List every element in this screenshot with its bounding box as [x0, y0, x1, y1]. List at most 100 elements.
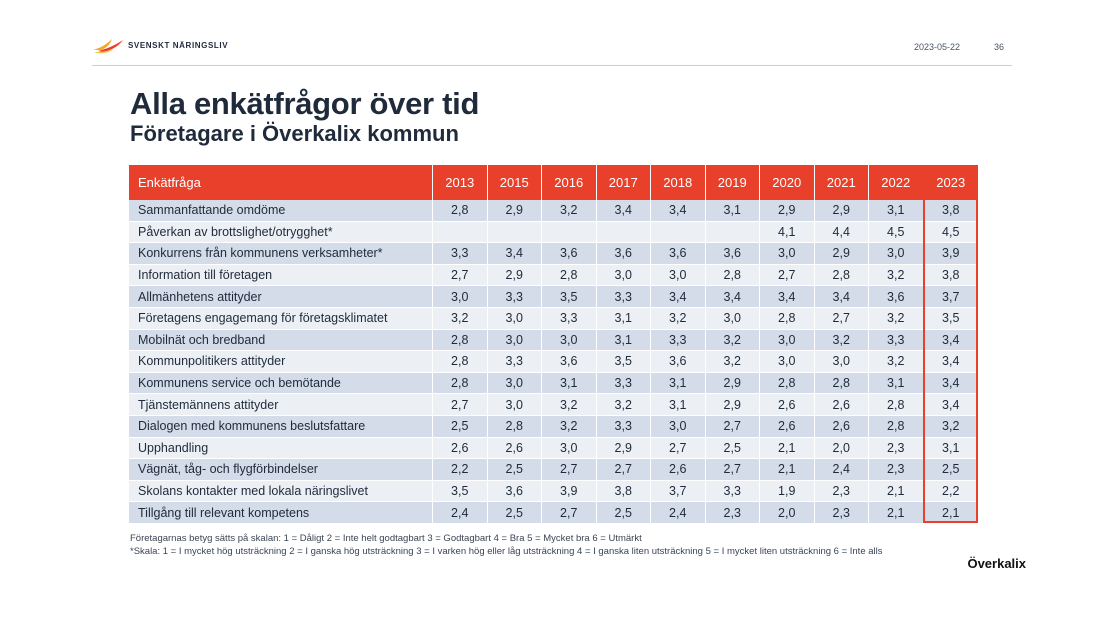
table-header-row: Enkätfråga 2013 2015 2016 2017 2018 2019… — [129, 165, 978, 200]
value-cell: 3,1 — [705, 200, 760, 222]
value-cell: 3,2 — [596, 394, 651, 416]
table-row: Skolans kontakter med lokala näringslive… — [129, 480, 978, 503]
value-cell: 2,4 — [433, 502, 488, 524]
value-cell: 2,5 — [487, 502, 542, 524]
table-row: Allmänhetens attityder 3,0 3,3 3,5 3,3 3,4 3,4… — [129, 286, 978, 308]
value-cell: 3,4 — [923, 372, 978, 395]
value-cell: 3,2 — [651, 307, 706, 330]
value-cell: 2,9 — [814, 200, 869, 222]
value-cell: 3,3 — [596, 286, 651, 308]
value-cell: 2,8 — [433, 200, 488, 222]
value-cell: 3,2 — [869, 351, 924, 373]
value-cell: 2,6 — [487, 437, 542, 460]
value-cell: 3,0 — [487, 307, 542, 330]
value-cell: 2,8 — [814, 372, 869, 395]
value-cell: 2,2 — [923, 480, 978, 503]
value-cell: 3,0 — [433, 286, 488, 308]
value-cell: 3,3 — [542, 307, 597, 330]
value-cell: 2,6 — [760, 415, 815, 438]
value-cell: 3,8 — [923, 200, 978, 222]
value-cell: 2,6 — [760, 394, 815, 416]
value-cell — [705, 221, 760, 244]
value-cell: 2,1 — [760, 459, 815, 481]
value-cell: 3,0 — [760, 351, 815, 373]
question-cell: Påverkan av brottslighet/otrygghet* — [129, 221, 433, 244]
value-cell: 3,7 — [923, 286, 978, 308]
table-row: Dialogen med kommunens beslutsfattare 2,5… — [129, 415, 978, 438]
value-cell: 3,2 — [542, 200, 597, 222]
value-cell: 2,8 — [542, 264, 597, 287]
value-cell: 3,0 — [487, 394, 542, 416]
value-cell: 2,5 — [433, 415, 488, 438]
value-cell: 3,4 — [923, 329, 978, 352]
value-cell: 3,9 — [542, 480, 597, 503]
value-cell: 2,4 — [814, 459, 869, 481]
question-column-header: Enkätfråga — [129, 165, 433, 200]
value-cell: 3,5 — [596, 351, 651, 373]
bird-logo-icon — [93, 39, 123, 54]
table-row: Påverkan av brottslighet/otrygghet* 4,1 4,… — [129, 221, 978, 244]
value-cell: 3,0 — [487, 372, 542, 395]
value-cell: 2,7 — [542, 459, 597, 481]
value-cell: 3,6 — [705, 243, 760, 265]
year-column-header: 2023 — [923, 165, 978, 200]
value-cell: 2,8 — [433, 351, 488, 373]
value-cell: 3,0 — [651, 415, 706, 438]
table-row: Information till företagen 2,7 2,9 2,8 3,0 3,… — [129, 264, 978, 287]
value-cell: 3,1 — [596, 307, 651, 330]
value-cell: 3,9 — [923, 243, 978, 265]
table-row: Kommunpolitikers attityder 2,8 3,3 3,6 3,5 3,… — [129, 351, 978, 373]
table-row: Vägnät, tåg- och flygförbindelser 2,2 2,5 2… — [129, 459, 978, 481]
table-row: Tillgång till relevant kompetens 2,4 2,5 2,… — [129, 502, 978, 524]
value-cell: 2,9 — [487, 264, 542, 287]
value-cell: 3,3 — [433, 243, 488, 265]
scale-note-2: *Skala: 1 = I mycket hög utsträckning 2 … — [130, 545, 883, 557]
year-column-header: 2019 — [705, 165, 760, 200]
value-cell: 3,2 — [923, 415, 978, 438]
value-cell: 3,0 — [869, 243, 924, 265]
page-number: 36 — [993, 42, 1004, 52]
value-cell: 3,1 — [651, 372, 706, 395]
value-cell: 2,5 — [705, 437, 760, 460]
value-cell: 4,1 — [760, 221, 815, 244]
value-cell: 3,1 — [923, 437, 978, 460]
table-row: Konkurrens från kommunens verksamheter* 3… — [129, 243, 978, 265]
value-cell: 3,0 — [487, 329, 542, 352]
year-column-header: 2016 — [542, 165, 597, 200]
value-cell: 3,1 — [869, 200, 924, 222]
question-cell: Tillgång till relevant kompetens — [129, 502, 433, 524]
value-cell: 2,8 — [433, 372, 488, 395]
value-cell: 3,2 — [814, 329, 869, 352]
scale-note-1: Företagarnas betyg sätts på skalan: 1 = … — [130, 533, 642, 544]
question-cell: Företagens engagemang för företagsklimat… — [129, 307, 433, 330]
value-cell: 3,3 — [487, 351, 542, 373]
value-cell: 3,6 — [542, 243, 597, 265]
table-row: Sammanfattande omdöme 2,8 2,9 3,2 3,4 3,4 3,1 2… — [129, 200, 978, 222]
value-cell: 3,2 — [433, 307, 488, 330]
value-cell: 3,2 — [542, 415, 597, 438]
value-cell: 3,0 — [814, 351, 869, 373]
value-cell — [487, 221, 542, 244]
value-cell: 2,6 — [814, 394, 869, 416]
survey-table: Enkätfråga 2013 2015 2016 2017 2018 2019… — [129, 165, 978, 524]
value-cell: 2,7 — [651, 437, 706, 460]
value-cell: 3,1 — [869, 372, 924, 395]
value-cell: 3,4 — [923, 394, 978, 416]
logo-text: SVENSKT NÄRINGSLIV — [128, 40, 229, 50]
question-cell: Konkurrens från kommunens verksamheter* — [129, 243, 433, 265]
value-cell: 2,7 — [433, 264, 488, 287]
survey-table-container: Enkätfråga 2013 2015 2016 2017 2018 2019… — [129, 165, 978, 524]
value-cell: 3,4 — [596, 200, 651, 222]
value-cell: 2,9 — [705, 372, 760, 395]
table-row: Mobilnät och bredband 2,8 3,0 3,0 3,1 3,3 3,2 3… — [129, 329, 978, 352]
value-cell: 4,5 — [869, 221, 924, 244]
value-cell: 3,2 — [705, 329, 760, 352]
value-cell: 1,9 — [760, 480, 815, 503]
value-cell: 2,7 — [596, 459, 651, 481]
value-cell: 3,0 — [651, 264, 706, 287]
value-cell: 2,1 — [869, 480, 924, 503]
question-cell: Vägnät, tåg- och flygförbindelser — [129, 459, 433, 481]
value-cell: 2,3 — [705, 502, 760, 524]
value-cell — [542, 221, 597, 244]
value-cell: 3,6 — [651, 351, 706, 373]
